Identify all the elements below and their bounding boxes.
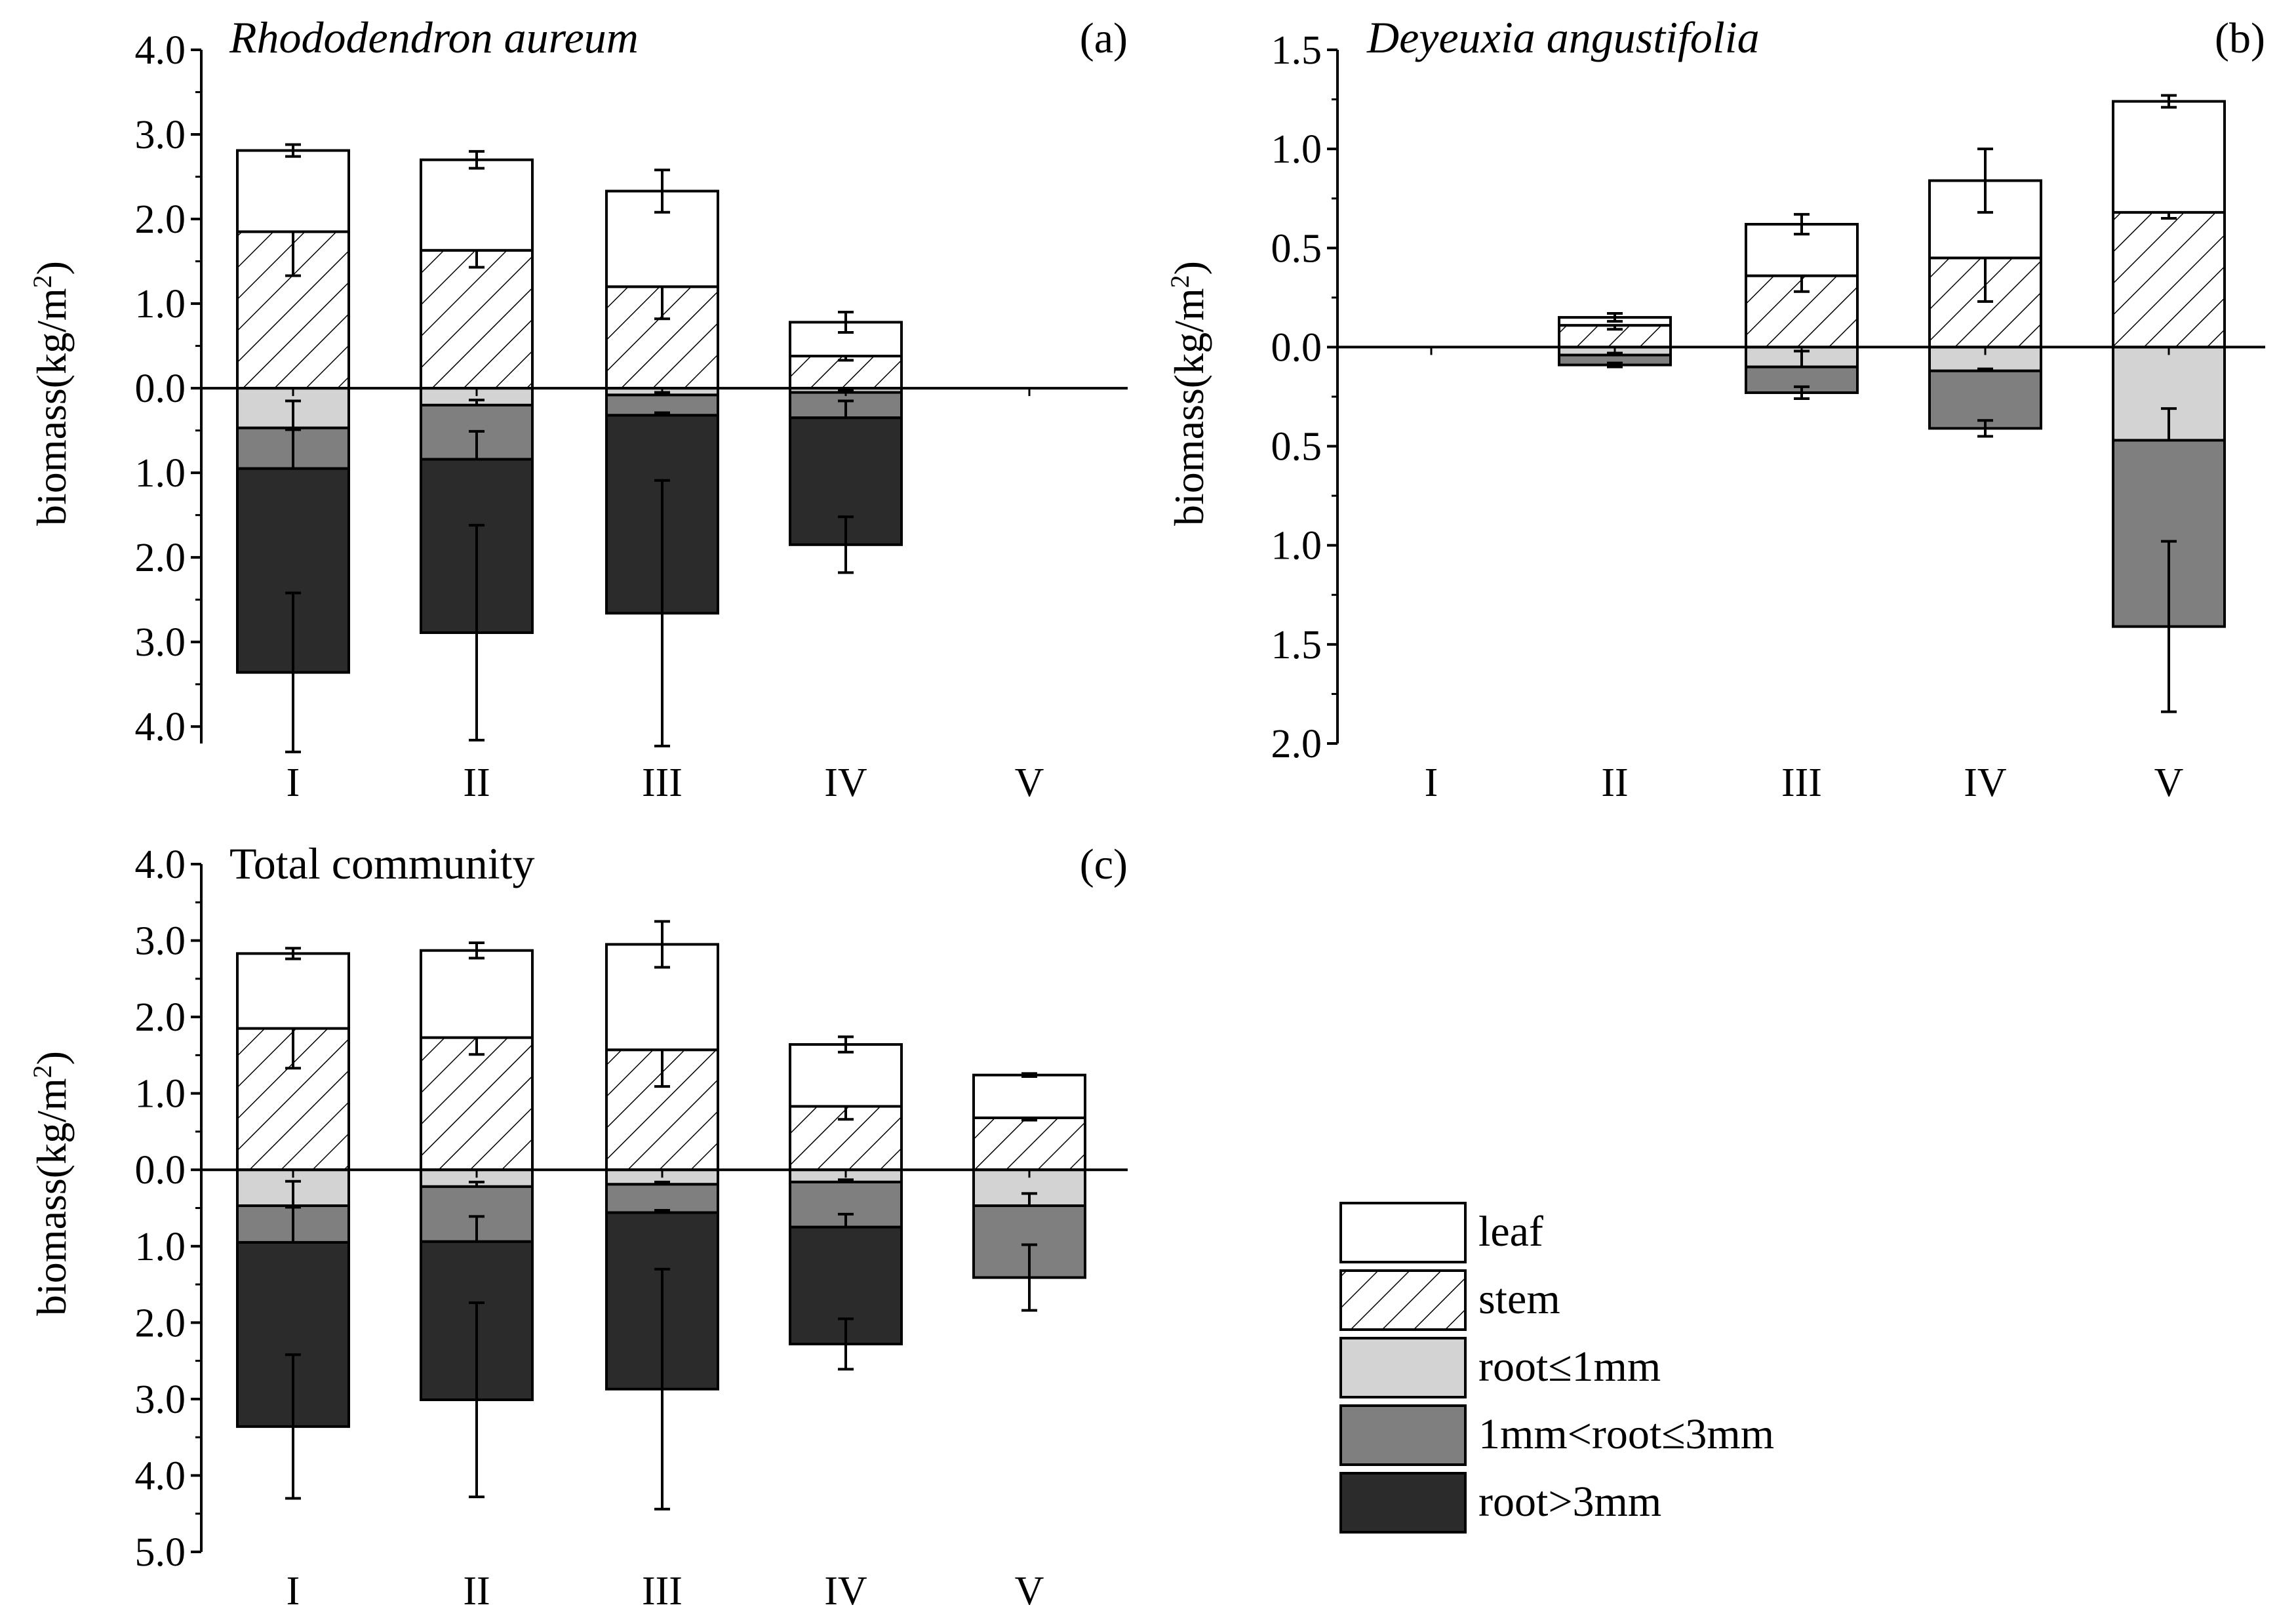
panel-c-ytick-label-6: 2.0 [135,1301,186,1345]
ylabel-b-suffix: ) [1166,261,1212,275]
panel-a-ytick-label-6: 2.0 [135,536,186,580]
legend-label-root-medium: 1mm<root≤3mm [1478,1410,1774,1458]
bar-c-I-leaf [236,952,350,1030]
panel-c-ytick-label-9: 5.0 [135,1530,186,1575]
panel-c-xlabel-V: V [1015,1569,1044,1614]
panel-b-ytick-label-3: 0.0 [1271,325,1322,370]
legend-swatch-stem [1339,1269,1467,1331]
panel-a-ytick-label-1: 3.0 [135,113,186,157]
panel-c-xlabel-III: III [642,1569,683,1614]
panel-c-ytick-label-7: 3.0 [135,1377,186,1422]
panel-c-ytick-label-4: 0.0 [135,1148,186,1193]
panel-a-ytick-label-0: 4.0 [135,28,186,73]
panel-b-ytick-label-6: 1.5 [1271,623,1322,667]
legend-swatch-root-medium [1339,1404,1467,1466]
panel-b-ytick-label-1: 1.0 [1271,127,1322,172]
panel-c-letter: (c) [1080,841,1128,888]
ylabel-a-prefix: biomass(kg/m [28,288,75,526]
panel-b-ylabel: biomass(kg/m2) [1165,261,1213,526]
panel-c-xlabel-I: I [287,1569,300,1614]
legend: leaf stem root≤1mm 1mm<root≤3mm root>3mm [1339,1202,1774,1534]
panel-a-ytick-label-7: 3.0 [135,620,186,665]
ylabel-c-superscript: 2 [28,1065,57,1078]
panel-a-xlabel-IV: IV [824,761,867,805]
panel-b-xlabel-II: II [1601,761,1628,805]
panel-a: Rhododendron aureum (a) biomass(kg/m2) 4… [28,12,1128,805]
bar-a-II-leaf [420,158,534,252]
bar-c-II-stem [420,1036,534,1172]
panel-a-xlabel-V: V [1015,761,1044,805]
panel-c-xlabel-II: II [463,1569,490,1614]
panel-a-title: Rhododendron aureum [229,12,639,62]
panel-b-ytick-label-5: 1.0 [1271,524,1322,568]
legend-swatch-root-fine [1339,1337,1467,1398]
bar-c-V-leaf [972,1073,1086,1119]
bar-c-III-root-medium [605,1183,719,1214]
ylabel-b-prefix: biomass(kg/m [1166,288,1212,526]
panel-b: Deyeuxia angustifolia (b) biomass(kg/m2)… [1165,12,2265,805]
panel-b-ytick-label-4: 0.5 [1271,425,1322,469]
panel-b-ytick-label-7: 2.0 [1271,722,1322,766]
bar-b-V-stem [2112,210,2226,349]
panel-b-xlabel-V: V [2154,761,2184,805]
legend-swatch-leaf [1339,1202,1467,1263]
legend-label-root-coarse: root>3mm [1478,1478,1661,1526]
panel-c-ytick-label-2: 2.0 [135,995,186,1040]
bar-a-II-stem [420,248,534,390]
panel-c-ytick-label-8: 4.0 [135,1454,186,1498]
panel-a-letter: (a) [1080,14,1128,62]
panel-c-ytick-label-0: 4.0 [135,842,186,887]
panel-b-title: Deyeuxia angustifolia [1366,12,1760,62]
ylabel-a-superscript: 2 [28,275,57,288]
panel-a-ytick-label-3: 1.0 [135,282,186,327]
panel-a-ytick-label-5: 1.0 [135,451,186,496]
panel-c-xlabel-IV: IV [824,1569,867,1614]
panel-b-xlabel-I: I [1425,761,1438,805]
ylabel-c-prefix: biomass(kg/m [28,1078,75,1316]
bar-b-IV-root-medium [1928,369,2042,430]
panel-a-xlabel-III: III [642,761,683,805]
panel-c-title: Total community [229,839,535,888]
panel-a-ytick-label-2: 2.0 [135,197,186,242]
panel-a-ytick-label-4: 0.0 [135,366,186,411]
panel-a-xlabel-II: II [463,761,490,805]
panel-c-ylabel: biomass(kg/m2) [28,1051,75,1316]
panel-c-ytick-label-3: 1.0 [135,1072,186,1117]
panel-c: Total community (c) biomass(kg/m2) 4.0 3.… [28,839,1128,1614]
bar-c-II-leaf [420,949,534,1039]
panel-a-ylabel: biomass(kg/m2) [28,261,75,526]
panel-c-ytick-label-1: 3.0 [135,919,186,964]
panel-b-xlabel-III: III [1781,761,1822,805]
bar-a-I-leaf [236,149,350,233]
panel-b-ytick-label-0: 1.5 [1271,28,1322,73]
panel-b-xlabel-IV: IV [1964,761,2007,805]
panel-a-ytick-label-8: 4.0 [135,705,186,749]
legend-label-stem: stem [1478,1275,1560,1323]
ylabel-c-suffix: ) [28,1051,75,1065]
panel-b-letter: (b) [2215,14,2265,62]
panel-b-ytick-label-2: 0.5 [1271,226,1322,271]
legend-swatch-root-coarse [1339,1472,1467,1534]
ylabel-a-suffix: ) [28,261,75,275]
legend-label-root-fine: root≤1mm [1478,1343,1661,1391]
bar-b-V-leaf [2112,100,2226,214]
ylabel-b-superscript: 2 [1165,275,1195,288]
bar-c-V-stem [972,1116,1086,1172]
panel-c-ytick-label-5: 1.0 [135,1225,186,1269]
legend-label-leaf: leaf [1478,1208,1543,1256]
panel-a-xlabel-I: I [287,761,300,805]
bar-c-IV-leaf [789,1043,903,1108]
